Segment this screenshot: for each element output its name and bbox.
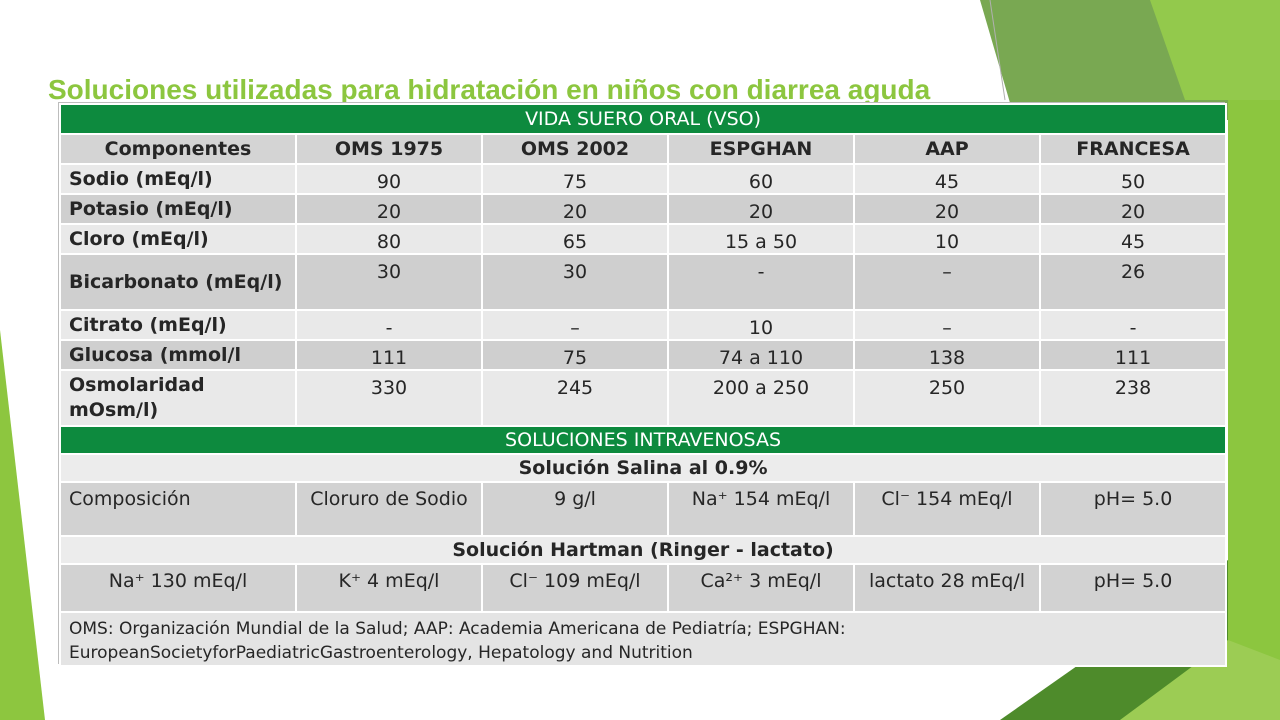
header-row: Componentes OMS 1975 OMS 2002 ESPGHAN AA…	[59, 133, 1228, 165]
hydration-table: VIDA SUERO ORAL (VSO) Componentes OMS 19…	[58, 103, 1228, 667]
table-cell: Na⁺ 130 mEq/l	[59, 563, 297, 613]
table-cell: 20	[481, 193, 669, 225]
saline-row: Composición Cloruro de Sodio 9 g/l Na⁺ 1…	[59, 481, 1228, 537]
hartman-title: Solución Hartman (Ringer - lactato)	[58, 535, 1228, 565]
row-label: Cloro (mEq/l)	[59, 223, 297, 255]
hydration-table-panel: VIDA SUERO ORAL (VSO) Componentes OMS 19…	[58, 102, 1228, 667]
header-cell: Componentes	[59, 133, 297, 165]
table-cell: 10	[853, 223, 1041, 255]
left-green-wedge	[0, 330, 45, 720]
table-row: Glucosa (mmol/l 111 75 74 a 110 138 111	[59, 339, 1228, 371]
header-cell: AAP	[853, 133, 1041, 165]
table-cell: 75	[481, 339, 669, 371]
row-label: Glucosa (mmol/l	[59, 339, 297, 371]
table-cell: 111	[295, 339, 483, 371]
table-row: Citrato (mEq/l) - – 10 – -	[59, 309, 1228, 341]
table-row: Osmolaridad mOsm/l) 330 245 200 a 250 25…	[59, 369, 1228, 427]
table-cell: 30	[481, 253, 669, 311]
table-cell: 238	[1038, 369, 1228, 427]
table-cell: -	[667, 253, 855, 311]
header-cell: OMS 1975	[295, 133, 483, 165]
row-label: Citrato (mEq/l)	[59, 309, 297, 341]
table-cell: 330	[295, 369, 483, 427]
table-cell: 90	[295, 163, 483, 195]
header-cell: ESPGHAN	[667, 133, 855, 165]
row-label: Potasio (mEq/l)	[59, 193, 297, 225]
table-cell: Cloruro de Sodio	[295, 481, 483, 537]
table-cell: Ca²⁺ 3 mEq/l	[667, 563, 855, 613]
table-cell: 30	[295, 253, 483, 311]
table-row: Sodio (mEq/l) 90 75 60 45 50	[59, 163, 1228, 195]
table-cell: –	[853, 309, 1041, 341]
footnote: OMS: Organización Mundial de la Salud; A…	[58, 611, 1228, 667]
table-row: Potasio (mEq/l) 20 20 20 20 20	[59, 193, 1228, 225]
table-cell: 9 g/l	[481, 481, 669, 537]
hartman-row: Na⁺ 130 mEq/l K⁺ 4 mEq/l Cl⁻ 109 mEq/l C…	[59, 563, 1228, 613]
table-cell: 65	[481, 223, 669, 255]
table-cell: -	[295, 309, 483, 341]
table-cell: Cl⁻ 154 mEq/l	[853, 481, 1041, 537]
table-cell: 45	[853, 163, 1041, 195]
table-cell: 60	[667, 163, 855, 195]
row-label: Bicarbonato (mEq/l)	[59, 253, 297, 311]
table-cell: 20	[667, 193, 855, 225]
header-cell: FRANCESA	[1038, 133, 1228, 165]
table-cell: 200 a 250	[667, 369, 855, 427]
table-cell: 245	[481, 369, 669, 427]
table-cell: 50	[1038, 163, 1228, 195]
table-cell: lactato 28 mEq/l	[853, 563, 1041, 613]
right-green-strip	[1228, 100, 1280, 720]
vso-band: VIDA SUERO ORAL (VSO)	[58, 103, 1228, 135]
row-label: Sodio (mEq/l)	[59, 163, 297, 195]
table-cell: -	[1038, 309, 1228, 341]
table-cell: 26	[1038, 253, 1228, 311]
vso-band-row: VIDA SUERO ORAL (VSO)	[58, 103, 1228, 135]
table-cell: 250	[853, 369, 1041, 427]
table-cell: pH= 5.0	[1038, 481, 1228, 537]
table-cell: K⁺ 4 mEq/l	[295, 563, 483, 613]
table-cell: 15 a 50	[667, 223, 855, 255]
table-cell: 80	[295, 223, 483, 255]
footnote-row: OMS: Organización Mundial de la Salud; A…	[58, 611, 1228, 667]
iv-band-row: SOLUCIONES INTRAVENOSAS	[58, 425, 1228, 455]
table-cell: 74 a 110	[667, 339, 855, 371]
table-cell: 75	[481, 163, 669, 195]
table-cell: 111	[1038, 339, 1228, 371]
saline-title: Solución Salina al 0.9%	[58, 453, 1228, 483]
table-row: Cloro (mEq/l) 80 65 15 a 50 10 45	[59, 223, 1228, 255]
table-cell: 20	[295, 193, 483, 225]
table-cell: pH= 5.0	[1038, 563, 1228, 613]
iv-band: SOLUCIONES INTRAVENOSAS	[58, 425, 1228, 455]
table-cell: –	[853, 253, 1041, 311]
table-cell: –	[481, 309, 669, 341]
table-cell: 10	[667, 309, 855, 341]
table-cell: Cl⁻ 109 mEq/l	[481, 563, 669, 613]
row-label: Osmolaridad mOsm/l)	[59, 369, 297, 427]
table-row: Bicarbonato (mEq/l) 30 30 - – 26	[59, 253, 1228, 311]
saline-title-row: Solución Salina al 0.9%	[58, 453, 1228, 483]
hartman-title-row: Solución Hartman (Ringer - lactato)	[58, 535, 1228, 565]
table-cell: 20	[853, 193, 1041, 225]
table-cell: 138	[853, 339, 1041, 371]
table-cell: 45	[1038, 223, 1228, 255]
slide-title: Soluciones utilizadas para hidratación e…	[48, 74, 931, 105]
table-cell: Composición	[59, 481, 297, 537]
table-cell: Na⁺ 154 mEq/l	[667, 481, 855, 537]
table-cell: 20	[1038, 193, 1228, 225]
header-cell: OMS 2002	[481, 133, 669, 165]
